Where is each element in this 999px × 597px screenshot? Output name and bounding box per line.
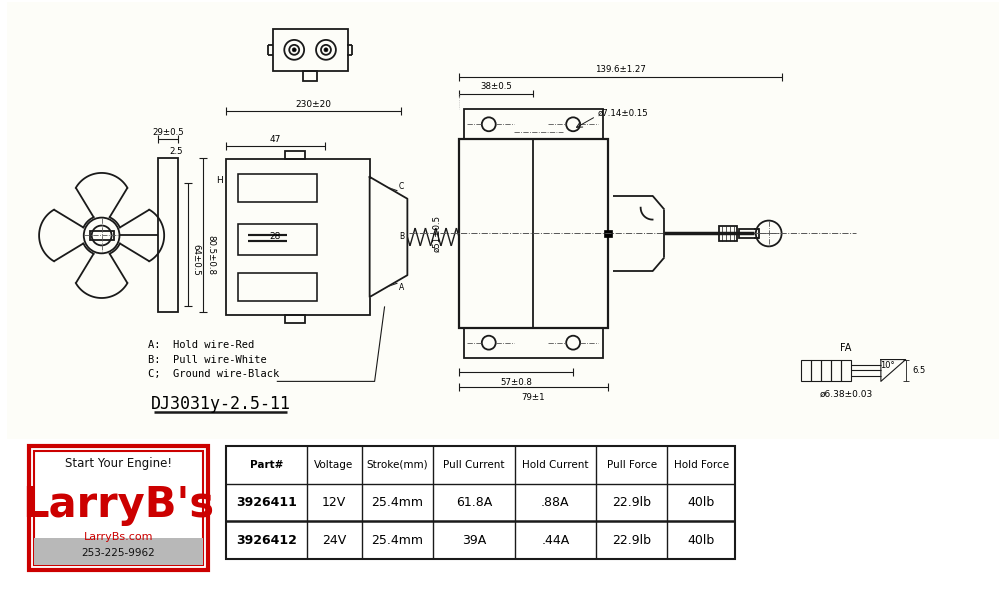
- Bar: [719, 226, 737, 241]
- Text: 253-225-9962: 253-225-9962: [82, 548, 156, 558]
- Bar: [286, 151, 305, 159]
- Text: 39A: 39A: [462, 534, 486, 547]
- Circle shape: [324, 48, 328, 52]
- Text: 40lb: 40lb: [687, 496, 715, 509]
- Text: 28: 28: [270, 232, 281, 241]
- Text: Voltage: Voltage: [315, 460, 354, 470]
- Text: 22.9lb: 22.9lb: [612, 534, 651, 547]
- Polygon shape: [370, 177, 408, 297]
- Text: A:  Hold wire-Red: A: Hold wire-Red: [148, 340, 255, 350]
- Text: Part#: Part#: [250, 460, 283, 470]
- Bar: [158, 158, 178, 312]
- Text: 139.6±1.27: 139.6±1.27: [594, 65, 645, 74]
- Text: 6.5: 6.5: [913, 366, 926, 375]
- Text: H: H: [216, 176, 223, 186]
- Text: 24V: 24V: [322, 534, 346, 547]
- Text: Start Your Engine!: Start Your Engine!: [65, 457, 172, 470]
- Text: 29±0.5: 29±0.5: [152, 128, 184, 137]
- Text: LarryBs.com: LarryBs.com: [84, 533, 153, 542]
- Circle shape: [293, 48, 296, 52]
- Text: 38±0.5: 38±0.5: [481, 82, 512, 91]
- Bar: [274, 29, 348, 70]
- Text: 40lb: 40lb: [687, 534, 715, 547]
- Bar: [831, 359, 841, 381]
- Text: Pull Current: Pull Current: [444, 460, 504, 470]
- Bar: [303, 70, 317, 81]
- Bar: [459, 139, 607, 328]
- Text: 25.4mm: 25.4mm: [372, 534, 424, 547]
- Text: 230±20: 230±20: [296, 100, 332, 109]
- Text: 64±0.5: 64±0.5: [192, 244, 201, 276]
- Bar: [604, 229, 611, 238]
- Bar: [34, 538, 203, 565]
- Bar: [841, 359, 851, 381]
- Bar: [226, 159, 370, 315]
- Bar: [811, 359, 821, 381]
- Bar: [29, 446, 208, 570]
- Bar: [226, 446, 735, 559]
- Text: Hold Current: Hold Current: [522, 460, 588, 470]
- Text: Stroke(mm): Stroke(mm): [367, 460, 429, 470]
- Text: 12V: 12V: [322, 496, 346, 509]
- Bar: [801, 359, 811, 381]
- Bar: [464, 109, 603, 139]
- Polygon shape: [881, 359, 906, 381]
- Text: 3926412: 3926412: [236, 534, 297, 547]
- Bar: [90, 230, 114, 241]
- Bar: [238, 223, 317, 256]
- Text: 10°: 10°: [880, 361, 895, 370]
- Text: B:  Pull wire-White: B: Pull wire-White: [148, 355, 267, 365]
- Bar: [821, 359, 831, 381]
- Text: .88A: .88A: [541, 496, 569, 509]
- Text: 57±0.8: 57±0.8: [500, 378, 532, 387]
- Bar: [34, 451, 203, 565]
- Text: 80.5±0.8: 80.5±0.8: [207, 235, 216, 275]
- Text: 22.9lb: 22.9lb: [612, 496, 651, 509]
- Text: DJ3031y-2.5-11: DJ3031y-2.5-11: [151, 395, 291, 413]
- Text: B: B: [399, 232, 404, 241]
- Text: Pull Force: Pull Force: [606, 460, 656, 470]
- Text: 61.8A: 61.8A: [456, 496, 492, 509]
- Text: 3926411: 3926411: [236, 496, 297, 509]
- Text: ø6.38±0.03: ø6.38±0.03: [819, 390, 873, 399]
- Text: ø7.14±0.15: ø7.14±0.15: [598, 109, 648, 118]
- Text: LarryB's: LarryB's: [22, 485, 215, 527]
- Bar: [7, 2, 999, 439]
- Text: FA: FA: [840, 343, 852, 353]
- Bar: [464, 328, 603, 358]
- Text: 25.4mm: 25.4mm: [372, 496, 424, 509]
- Text: C: C: [399, 182, 404, 191]
- Text: A: A: [399, 282, 404, 291]
- Bar: [7, 439, 999, 595]
- Bar: [286, 315, 305, 323]
- Text: ø51±0.5: ø51±0.5: [433, 215, 442, 252]
- Text: 79±1: 79±1: [521, 393, 545, 402]
- Bar: [739, 229, 759, 238]
- Text: C;  Ground wire-Black: C; Ground wire-Black: [148, 370, 280, 380]
- Bar: [238, 273, 317, 301]
- Text: 47: 47: [270, 135, 281, 144]
- Text: .44A: .44A: [541, 534, 569, 547]
- Text: Hold Force: Hold Force: [673, 460, 728, 470]
- Bar: [238, 174, 317, 202]
- Text: 2.5: 2.5: [169, 147, 183, 156]
